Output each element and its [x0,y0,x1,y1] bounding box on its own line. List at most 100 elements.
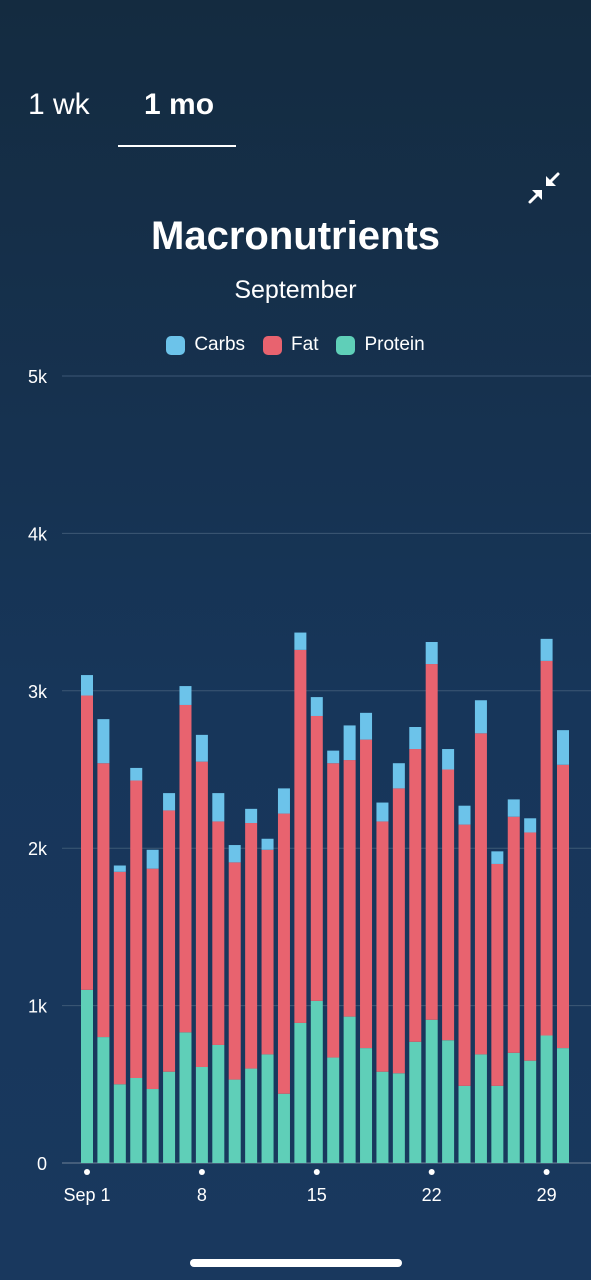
bar-fat[interactable] [392,788,405,1074]
bar-carbs[interactable] [491,851,504,864]
bar-carbs[interactable] [261,838,274,850]
bar-carbs[interactable] [376,802,389,822]
bar-fat[interactable] [474,733,487,1055]
bar-protein[interactable] [540,1035,553,1163]
bar-protein[interactable] [113,1084,126,1163]
bar-carbs[interactable] [524,818,537,833]
bar-carbs[interactable] [310,697,323,716]
bar-fat[interactable] [425,664,438,1020]
bar-carbs[interactable] [540,638,553,661]
bar-fat[interactable] [360,739,373,1049]
bar-fat[interactable] [228,862,241,1080]
bar-carbs[interactable] [458,805,471,825]
bar-carbs[interactable] [409,727,422,750]
bar-carbs[interactable] [557,730,569,765]
bar-carbs[interactable] [294,632,307,650]
bar-fat[interactable] [130,780,143,1079]
legend-label-fat: Fat [291,334,319,355]
bar-fat[interactable] [294,649,307,1023]
bar-carbs[interactable] [327,750,340,764]
bar-protein[interactable] [343,1016,356,1163]
bar-fat[interactable] [179,704,192,1033]
bar-carbs[interactable] [343,725,356,761]
bar-fat[interactable] [540,660,553,1036]
bar-fat[interactable] [261,849,274,1055]
bar-carbs[interactable] [146,849,159,869]
bar-protein[interactable] [442,1040,455,1163]
bar-protein[interactable] [212,1044,225,1163]
bar-carbs[interactable] [97,719,110,764]
bar-carbs[interactable] [474,700,487,734]
bar-protein[interactable] [163,1071,176,1163]
bar-protein[interactable] [277,1093,290,1163]
bar-fat[interactable] [409,749,422,1042]
bar-carbs[interactable] [425,642,438,665]
bar-protein[interactable] [507,1052,520,1163]
bar-carbs[interactable] [163,793,176,811]
legend-item-fat[interactable]: Fat [263,334,318,356]
bar-protein[interactable] [491,1085,504,1163]
bar-protein[interactable] [458,1085,471,1163]
bar-protein[interactable] [179,1032,192,1163]
bar-protein[interactable] [409,1041,422,1163]
bar-fat[interactable] [524,832,537,1061]
bar-protein[interactable] [376,1071,389,1163]
bar-fat[interactable] [97,763,110,1038]
bar-protein[interactable] [360,1048,373,1163]
bar-carbs[interactable] [507,799,520,817]
bar-fat[interactable] [113,871,126,1085]
bar-protein[interactable] [81,989,93,1163]
bar-protein[interactable] [97,1037,110,1163]
bar-carbs[interactable] [360,712,373,740]
bar-carbs[interactable] [113,865,126,872]
bar-protein[interactable] [392,1073,405,1163]
collapse-arrows-icon[interactable] [526,170,562,206]
legend-item-protein[interactable]: Protein [336,334,425,356]
bar-fat[interactable] [310,715,323,1001]
legend-item-carbs[interactable]: Carbs [166,334,245,356]
bar-carbs[interactable] [195,734,208,762]
tab-1-week[interactable]: 1 wk [28,88,90,121]
bar-fat[interactable] [146,868,159,1090]
bar-carbs[interactable] [277,788,290,814]
bar-protein[interactable] [146,1089,159,1163]
bar-protein[interactable] [425,1019,438,1163]
bar-protein[interactable] [228,1079,241,1163]
bar-carbs[interactable] [245,808,258,824]
bar-fat[interactable] [277,813,290,1094]
bar-fat[interactable] [81,695,93,990]
bar-carbs[interactable] [228,845,241,863]
tab-1-month[interactable]: 1 mo [144,88,215,121]
x-tick-label: Sep 1 [63,1185,110,1205]
bar-carbs[interactable] [392,763,405,789]
bar-fat[interactable] [195,761,208,1067]
bar-fat[interactable] [557,764,569,1049]
bar-protein[interactable] [310,1000,323,1163]
bar-protein[interactable] [130,1078,143,1163]
bar-fat[interactable] [212,821,225,1045]
bar-protein[interactable] [195,1066,208,1163]
bar-fat[interactable] [442,769,455,1041]
macronutrients-chart: 0 1k 2k 3k 4k 5k Sep 1 8 15 22 29 [62,375,591,1205]
bar-protein[interactable] [557,1048,569,1163]
bar-protein[interactable] [327,1057,340,1163]
bar-fat[interactable] [491,863,504,1086]
bar-fat[interactable] [376,821,389,1072]
bar-fat[interactable] [327,763,340,1058]
bar-carbs[interactable] [81,675,93,696]
bar-protein[interactable] [261,1054,274,1163]
bar-fat[interactable] [458,824,471,1086]
bar-fat[interactable] [245,823,258,1069]
bar-carbs[interactable] [212,793,225,822]
bar-carbs[interactable] [179,686,192,705]
bar-carbs[interactable] [130,767,143,781]
range-tabs: 1 wk 1 mo [0,88,591,148]
bar-protein[interactable] [474,1054,487,1163]
bar-protein[interactable] [524,1060,537,1163]
bar-carbs[interactable] [442,749,455,770]
bar-fat[interactable] [163,810,176,1072]
bar-protein[interactable] [294,1022,307,1163]
bar-protein[interactable] [245,1068,258,1163]
bar-fat[interactable] [343,760,356,1017]
bar-fat[interactable] [507,816,520,1053]
